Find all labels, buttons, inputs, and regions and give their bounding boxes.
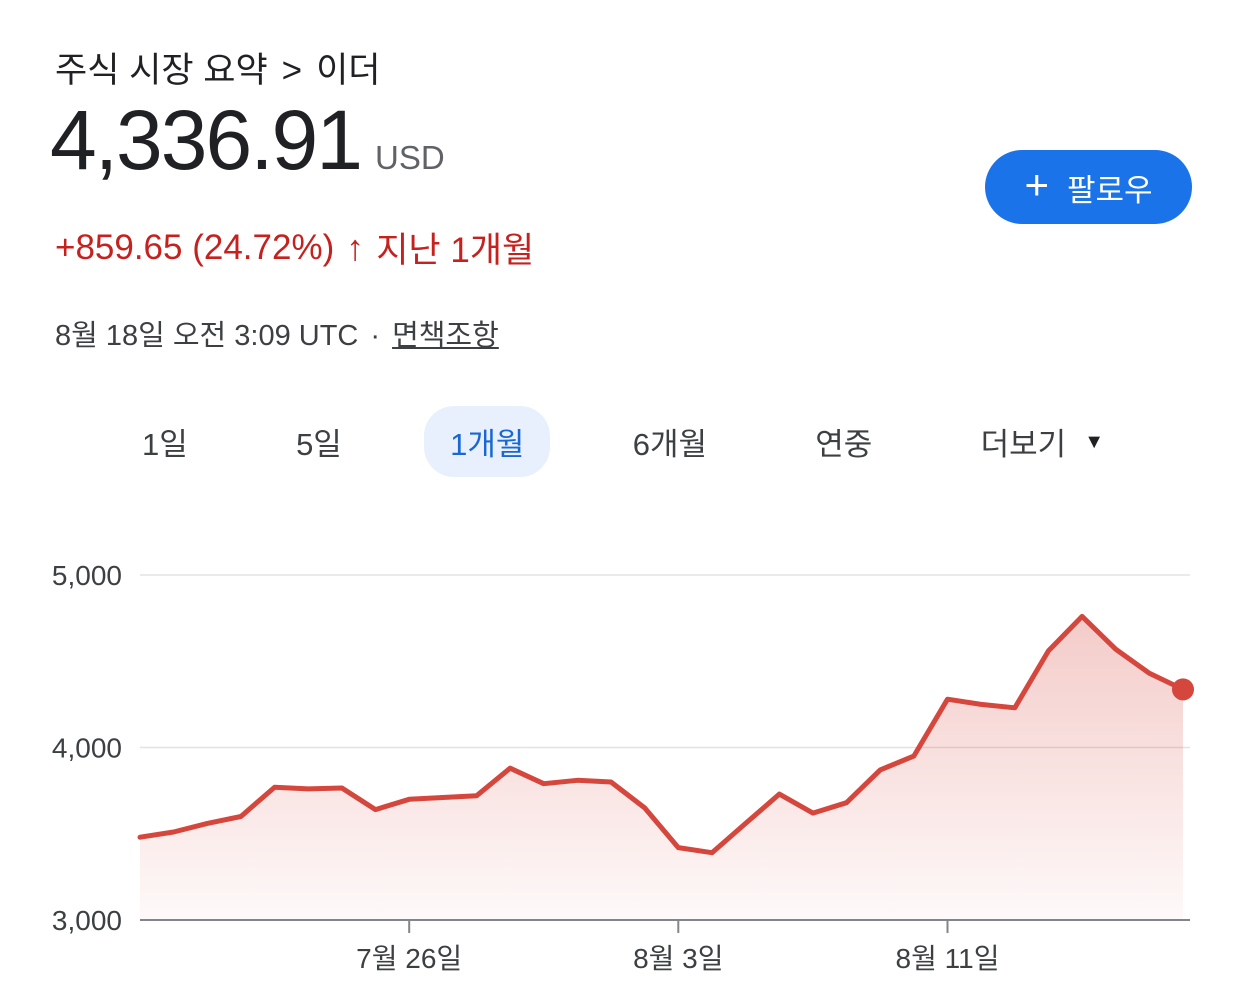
breadcrumb-link-market-summary[interactable]: 주식 시장 요약 [55,51,268,90]
tab-ytd[interactable]: 연중 [789,406,898,477]
price-area [140,616,1183,920]
breadcrumb-current-ether: 이더 [316,51,381,90]
tab-1month-label: 1개월 [450,427,525,462]
timestamp-separator: · [370,320,381,352]
follow-button-label: 팔로우 [1066,172,1153,208]
disclaimer-link[interactable]: 면책조항 [392,320,499,352]
price-change-row: +859.65 (24.72%) ↑ 지난 1개월 [55,222,534,273]
price-row: 4,336.91 USD [50,92,445,189]
tab-6month[interactable]: 6개월 [607,406,733,477]
x-tick-label: 7월 26일 [356,943,462,974]
price-chart[interactable]: 5,000 4,000 3,000 7월 26일 8월 3일 8월 11일 [0,555,1242,1001]
x-tick-label: 8월 11일 [896,943,1000,974]
y-tick-label: 4,000 [52,733,122,764]
breadcrumb-separator: > [281,51,303,90]
timestamp-row: 8월 18일 오전 3:09 UTC · 면책조항 [55,312,499,354]
tab-more[interactable]: 더보기 ▼ [955,406,1130,477]
follow-button[interactable]: + 팔로우 [985,150,1192,224]
time-range-tabs: 1일 5일 1개월 6개월 연중 더보기 ▼ [116,406,1130,477]
price-line [137,613,1186,856]
y-tick-label: 5,000 [52,560,122,591]
tab-more-label: 더보기 [980,427,1067,462]
y-tick-label: 3,000 [52,905,122,936]
current-price: 4,336.91 [50,93,363,187]
tab-1day[interactable]: 1일 [116,406,214,477]
chevron-down-icon: ▼ [1084,430,1104,453]
tab-1day-label: 1일 [142,427,188,462]
tab-1month[interactable]: 1개월 [424,406,551,477]
tab-5day-label: 5일 [296,427,342,462]
breadcrumb: 주식 시장 요약 > 이더 [55,42,381,93]
timestamp: 8월 18일 오전 3:09 UTC [55,320,359,352]
last-price-dot [1172,678,1194,701]
tab-5day[interactable]: 5일 [270,406,368,477]
tab-ytd-label: 연중 [815,427,873,462]
up-arrow-icon: ↑ [346,226,365,268]
x-tick-label: 8월 3일 [633,943,723,974]
currency-label: USD [374,139,445,176]
plus-icon: + [1024,161,1049,208]
price-change-value: +859.65 (24.72%) [55,227,335,267]
tab-6month-label: 6개월 [632,427,707,462]
price-change-period: 지난 1개월 [376,231,535,270]
